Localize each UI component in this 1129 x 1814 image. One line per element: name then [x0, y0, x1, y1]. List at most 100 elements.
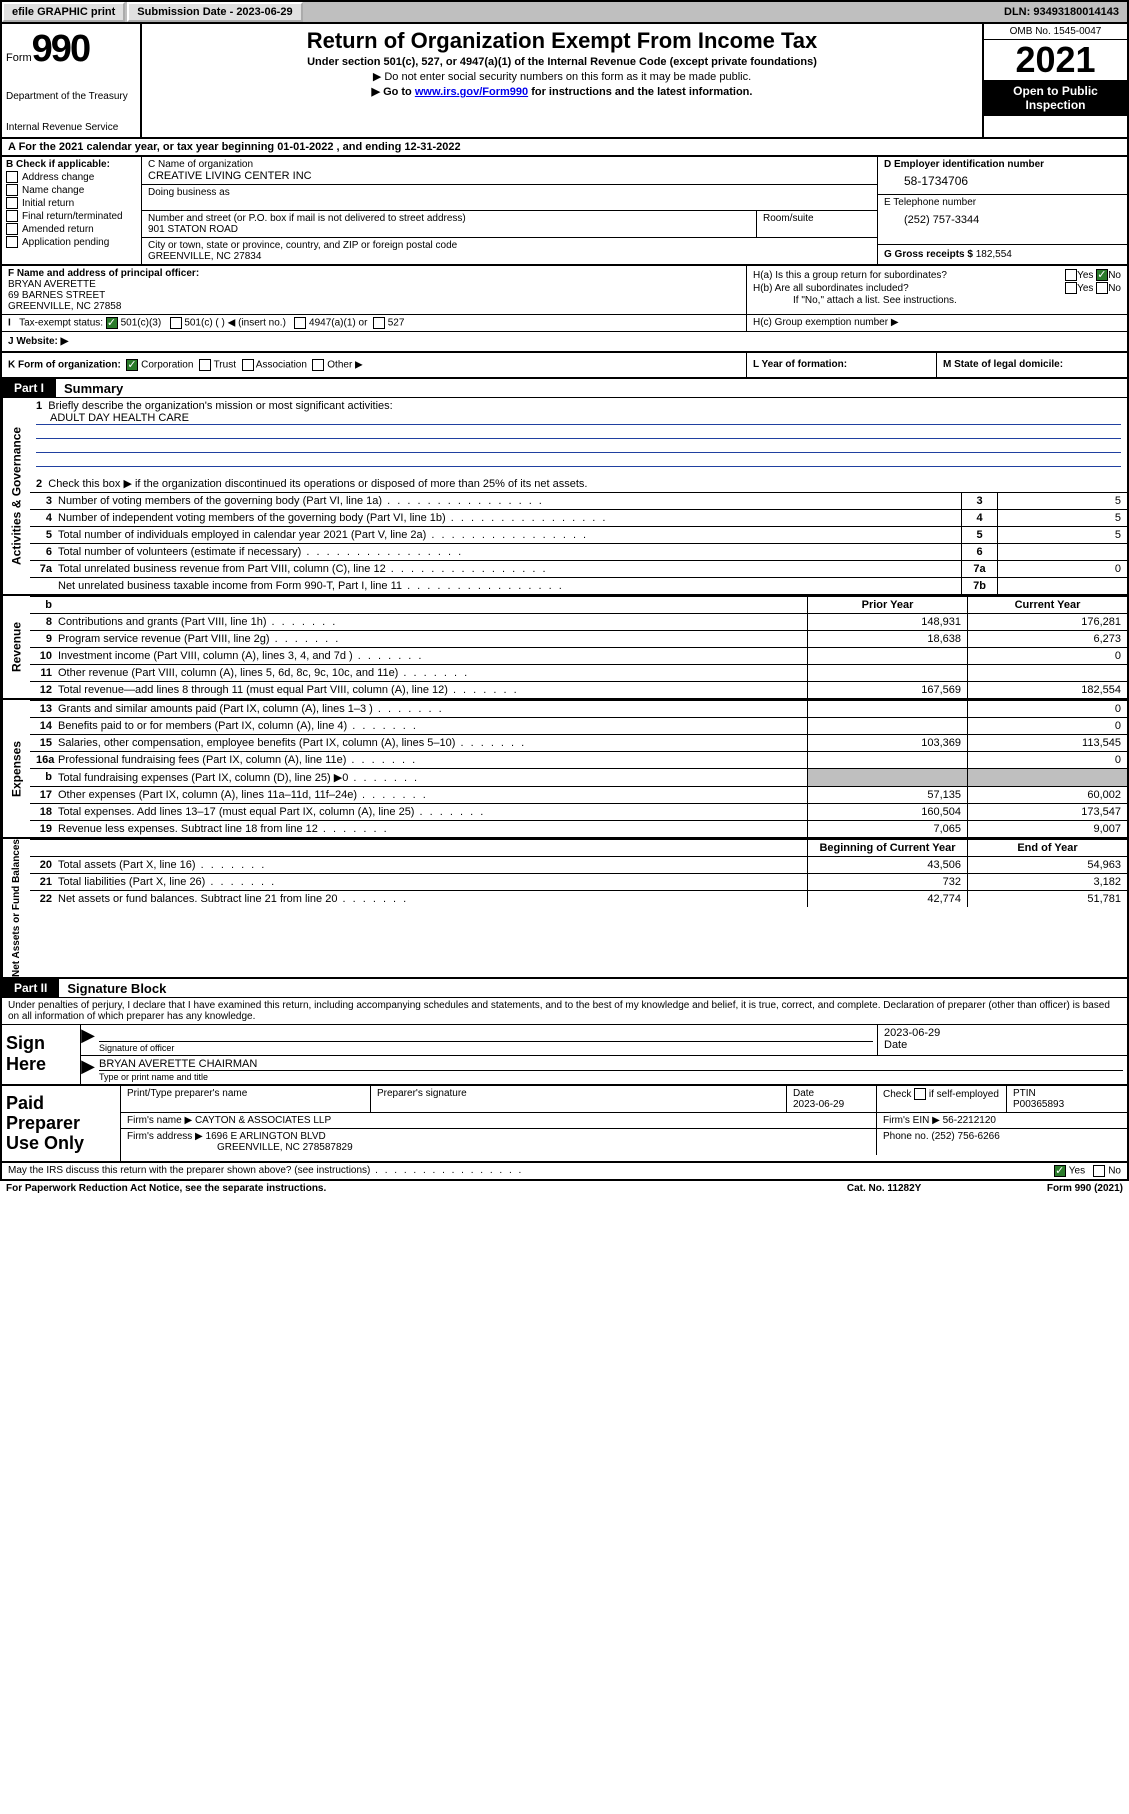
penalty-statement: Under penalties of perjury, I declare th… — [0, 998, 1129, 1025]
data-row: 14 Benefits paid to or for members (Part… — [30, 717, 1127, 734]
data-row: 13 Grants and similar amounts paid (Part… — [30, 700, 1127, 717]
row-val: 0 — [997, 561, 1127, 577]
note-ssn: ▶ Do not enter social security numbers o… — [150, 70, 974, 83]
irs-link[interactable]: www.irs.gov/Form990 — [415, 86, 528, 98]
prep-name-label: Print/Type preparer's name — [121, 1086, 371, 1112]
hb-yes[interactable] — [1065, 282, 1077, 294]
sign-here-label: Sign Here — [2, 1025, 80, 1084]
sig-date-label: Date — [884, 1039, 1121, 1051]
row-val — [997, 544, 1127, 560]
data-row: 8 Contributions and grants (Part VIII, l… — [30, 613, 1127, 630]
discuss-yes[interactable] — [1054, 1165, 1066, 1177]
row-desc: Revenue less expenses. Subtract line 18 … — [58, 821, 807, 837]
firmaddr1: 1696 E ARLINGTON BLVD — [206, 1131, 326, 1142]
revenue-block: Revenue b Prior Year Current Year 8 Cont… — [0, 594, 1129, 698]
blueline — [36, 453, 1121, 467]
chk-trust[interactable] — [199, 359, 211, 371]
chk-4947[interactable] — [294, 317, 306, 329]
vtab-governance: Activities & Governance — [2, 398, 30, 594]
chk-527[interactable] — [373, 317, 385, 329]
prep-self-label: Check if self-employed — [883, 1089, 999, 1100]
chk-501c[interactable] — [170, 317, 182, 329]
prepphone: (252) 756-6266 — [931, 1131, 999, 1142]
cat-number: Cat. No. 11282Y — [847, 1183, 1047, 1194]
c-name-label: C Name of organization — [148, 159, 871, 170]
efile-button[interactable]: efile GRAPHIC print — [2, 2, 125, 22]
dln: DLN: 93493180014143 — [1004, 6, 1127, 18]
prior-val — [807, 701, 967, 717]
data-row: 16a Professional fundraising fees (Part … — [30, 751, 1127, 768]
chk-other[interactable] — [312, 359, 324, 371]
row-val: 5 — [997, 510, 1127, 526]
form-header: Form 990 Department of the Treasury Inte… — [0, 24, 1129, 139]
row-desc: Net unrelated business taxable income fr… — [58, 578, 961, 594]
city-value: GREENVILLE, NC 27834 — [148, 251, 871, 262]
current-val: 60,002 — [967, 787, 1127, 803]
prior-val — [807, 665, 967, 681]
row-box: 3 — [961, 493, 997, 509]
part2-label: Part II — [2, 979, 59, 997]
ptin-value: P00365893 — [1013, 1099, 1064, 1110]
part1-title: Summary — [56, 381, 123, 396]
current-val: 113,545 — [967, 735, 1127, 751]
chk-address-change[interactable] — [6, 171, 18, 183]
prep-date: 2023-06-29 — [793, 1099, 844, 1110]
gov-row: Net unrelated business taxable income fr… — [30, 577, 1127, 594]
chk-application-pending[interactable] — [6, 236, 18, 248]
form-subtitle: Under section 501(c), 527, or 4947(a)(1)… — [150, 56, 974, 68]
discuss-text: May the IRS discuss this return with the… — [8, 1165, 523, 1176]
vtab-net: Net Assets or Fund Balances — [2, 839, 30, 977]
street-value: 901 STATON ROAD — [148, 224, 750, 235]
chk-name-change[interactable] — [6, 184, 18, 196]
room-label: Room/suite — [757, 211, 877, 238]
data-row: 11 Other revenue (Part VIII, column (A),… — [30, 664, 1127, 681]
chk-final-return[interactable] — [6, 210, 18, 222]
ha-no[interactable] — [1096, 269, 1108, 281]
data-row: 9 Program service revenue (Part VIII, li… — [30, 630, 1127, 647]
row-desc: Total expenses. Add lines 13–17 (must eq… — [58, 804, 807, 820]
chk-amended[interactable] — [6, 223, 18, 235]
part2-title: Signature Block — [59, 981, 166, 996]
row-desc: Number of voting members of the governin… — [58, 493, 961, 509]
current-val: 0 — [967, 648, 1127, 664]
prior-val: 43,506 — [807, 857, 967, 873]
current-val: 9,007 — [967, 821, 1127, 837]
hb-no[interactable] — [1096, 282, 1108, 294]
prior-val — [807, 718, 967, 734]
col-current-year: Current Year — [967, 597, 1127, 613]
gov-row: 5 Total number of individuals employed i… — [30, 526, 1127, 543]
blueline — [36, 425, 1121, 439]
col-end: End of Year — [967, 840, 1127, 856]
sig-date: 2023-06-29 — [884, 1027, 1121, 1039]
discuss-no[interactable] — [1093, 1165, 1105, 1177]
b-label: B Check if applicable: — [6, 159, 110, 170]
data-row: 20 Total assets (Part X, line 16) 43,506… — [30, 856, 1127, 873]
chk-self-employed[interactable] — [914, 1088, 926, 1100]
row-desc: Other revenue (Part VIII, column (A), li… — [58, 665, 807, 681]
chk-corporation[interactable] — [126, 359, 138, 371]
row-desc: Other expenses (Part IX, column (A), lin… — [58, 787, 807, 803]
data-row: 22 Net assets or fund balances. Subtract… — [30, 890, 1127, 907]
prior-val: 732 — [807, 874, 967, 890]
row-desc: Investment income (Part VIII, column (A)… — [58, 648, 807, 664]
row-box: 5 — [961, 527, 997, 543]
row-desc: Total fundraising expenses (Part IX, col… — [58, 769, 807, 786]
vtab-expenses: Expenses — [2, 700, 30, 837]
firmname-label: Firm's name ▶ — [127, 1115, 192, 1126]
j-label: J Website: ▶ — [8, 336, 68, 347]
hb-note: If "No," attach a list. See instructions… — [753, 295, 1121, 306]
row-i: I Tax-exempt status: 501(c)(3) 501(c) ( … — [0, 315, 1129, 332]
chk-association[interactable] — [242, 359, 254, 371]
row-val — [997, 578, 1127, 594]
data-row: 17 Other expenses (Part IX, column (A), … — [30, 786, 1127, 803]
hc-label: H(c) Group exemption number ▶ — [747, 315, 1127, 331]
current-val: 182,554 — [967, 682, 1127, 698]
paperwork-text: For Paperwork Reduction Act Notice, see … — [6, 1183, 847, 1194]
open-inspection: Open to Public Inspection — [984, 80, 1127, 116]
hb-label: H(b) Are all subordinates included? — [753, 283, 1065, 294]
l-label: L Year of formation: — [753, 359, 847, 370]
ha-yes[interactable] — [1065, 269, 1077, 281]
chk-501c3[interactable] — [106, 317, 118, 329]
chk-initial-return[interactable] — [6, 197, 18, 209]
prior-val: 18,638 — [807, 631, 967, 647]
